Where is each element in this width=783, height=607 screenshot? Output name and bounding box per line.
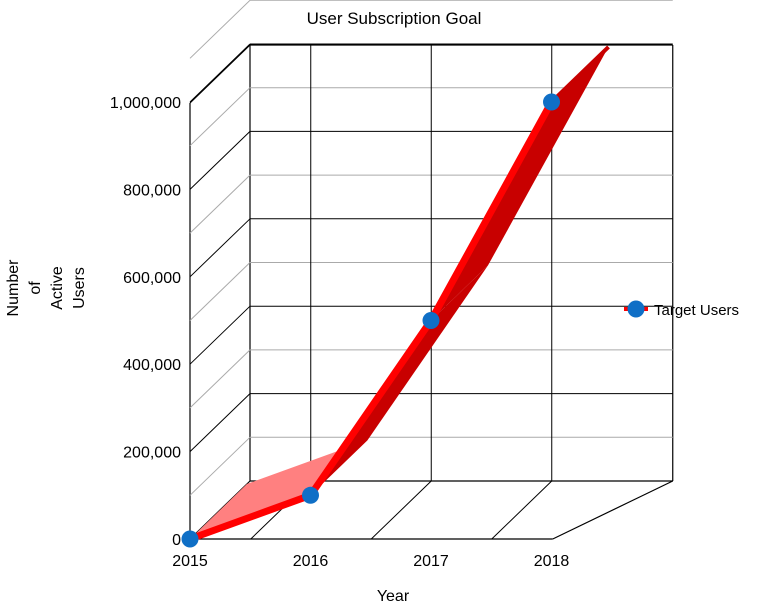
ribbon-front-edge-2	[427, 98, 555, 324]
y-tick-label: 600,000	[123, 270, 181, 287]
chart-title: User Subscription Goal	[307, 9, 482, 28]
y-axis-label: Number of Active Users	[5, 259, 88, 317]
x-tick-labels: 2015 2016 2017 2018	[172, 553, 569, 570]
ribbon-surface-2	[431, 46, 609, 321]
y-gridline-major-side	[189, 218, 251, 278]
floor-right-edge	[552, 480, 674, 540]
y-gridline-minor-side	[189, 349, 251, 409]
y-axis-label-line: Users	[71, 267, 88, 309]
y-gridline-minor-side	[189, 174, 251, 234]
y-gridline-major-side	[189, 43, 251, 103]
left-wall-top-edge	[189, 44, 251, 104]
data-point-marker-2015	[181, 530, 199, 548]
x-gridlines	[250, 45, 553, 540]
legend-marker-swatch	[627, 300, 645, 318]
y-gridline-major-side	[189, 131, 251, 190]
x-tick-label: 2016	[293, 553, 329, 570]
x-tick-label: 2017	[413, 553, 449, 570]
data-point-marker-2018	[543, 93, 560, 111]
ribbon-front-edge-1	[307, 317, 435, 499]
x-tick-label: 2015	[172, 553, 208, 570]
ribbon-surface-1	[310, 265, 488, 496]
y-gridline-major-side	[189, 393, 251, 452]
x-gridline-floor	[370, 480, 432, 540]
series-ribbon	[186, 45, 610, 543]
y-gridline-minor-side	[189, 436, 251, 496]
y-tick-labels: 0 200,000 400,000 600,000 800,000 1,000,000	[110, 95, 181, 549]
ribbon-surface-0	[190, 440, 368, 539]
y-tick-label: 1,000,000	[110, 95, 181, 112]
y-gridline-minor-side	[189, 0, 251, 59]
y-tick-label: 200,000	[123, 445, 181, 462]
y-axis-label-line: Number	[5, 259, 22, 317]
y-axis-label-line: Active	[49, 266, 66, 310]
legend-label-target-users: Target Users	[654, 302, 739, 319]
x-gridline-floor	[491, 480, 553, 540]
y-axis-label-group: Number of Active Users	[5, 259, 88, 317]
y-gridline-minor-side	[189, 87, 251, 147]
y-gridline-minor-side	[189, 262, 251, 321]
y-axis-label-line: of	[27, 281, 44, 295]
y-tick-label: 800,000	[123, 182, 181, 199]
x-tick-label: 2018	[534, 553, 570, 570]
y-tick-label: 0	[172, 532, 181, 549]
legend: Target Users	[624, 300, 739, 319]
data-point-marker-2016	[302, 486, 319, 504]
series-markers	[181, 93, 560, 548]
ribbon-end-cap	[550, 45, 610, 104]
x-axis-label: Year	[377, 588, 410, 605]
y-tick-label: 400,000	[123, 357, 181, 374]
ribbon-front-edge-0	[186, 491, 314, 543]
data-point-marker-2017	[422, 312, 440, 329]
y-gridline-major-side	[189, 305, 251, 365]
